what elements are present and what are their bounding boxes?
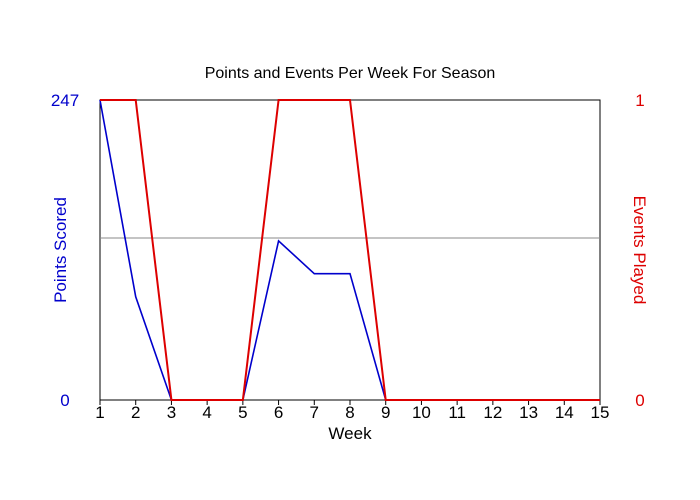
points-scored-line <box>99 99 600 401</box>
x-tick-label: 5 <box>238 403 247 422</box>
plot-frame <box>99 99 601 401</box>
x-tick-label: 7 <box>310 403 319 422</box>
y-axis-right-label: Events Played <box>630 196 649 305</box>
x-tick-label: 9 <box>381 403 390 422</box>
y-left-tick-label: 0 <box>60 391 69 410</box>
x-tick-label: 13 <box>519 403 538 422</box>
x-tick-label: 8 <box>345 403 354 422</box>
x-tick-label: 10 <box>412 403 431 422</box>
chart-title: Points and Events Per Week For Season <box>205 65 496 82</box>
x-tick-label: 6 <box>274 403 283 422</box>
x-tick-label: 14 <box>555 403 574 422</box>
y-axis-left-label: Points Scored <box>51 197 70 303</box>
x-tick-label: 4 <box>202 403 211 422</box>
x-tick-label: 12 <box>483 403 502 422</box>
x-tick-label: 3 <box>167 403 176 422</box>
x-tick-label: 1 <box>95 403 104 422</box>
events-played-line <box>100 99 600 401</box>
x-tick-label: 11 <box>448 403 466 422</box>
y-right-tick-label: 1 <box>635 91 644 110</box>
x-axis-label: Week <box>328 424 372 443</box>
x-tick-label: 2 <box>131 403 140 422</box>
y-left-tick-label: 247 <box>51 91 79 110</box>
x-tick-label: 15 <box>591 403 610 422</box>
y-right-tick-label: 0 <box>635 391 644 410</box>
